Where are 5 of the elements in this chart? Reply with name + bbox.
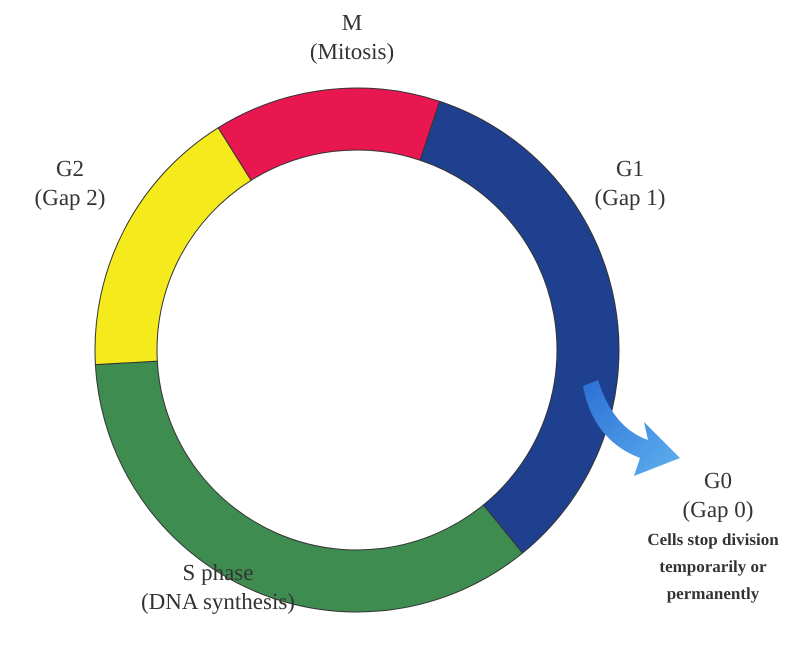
slice-label: G1 (Gap 1) (594, 156, 666, 210)
slice-label: M (Mitosis) (310, 10, 394, 64)
slice-label: G2 (Gap 2) (34, 156, 106, 210)
text: Cells stop division temporarily or permanently (646, 529, 780, 605)
text: G0 (Gap 0) (682, 467, 754, 524)
